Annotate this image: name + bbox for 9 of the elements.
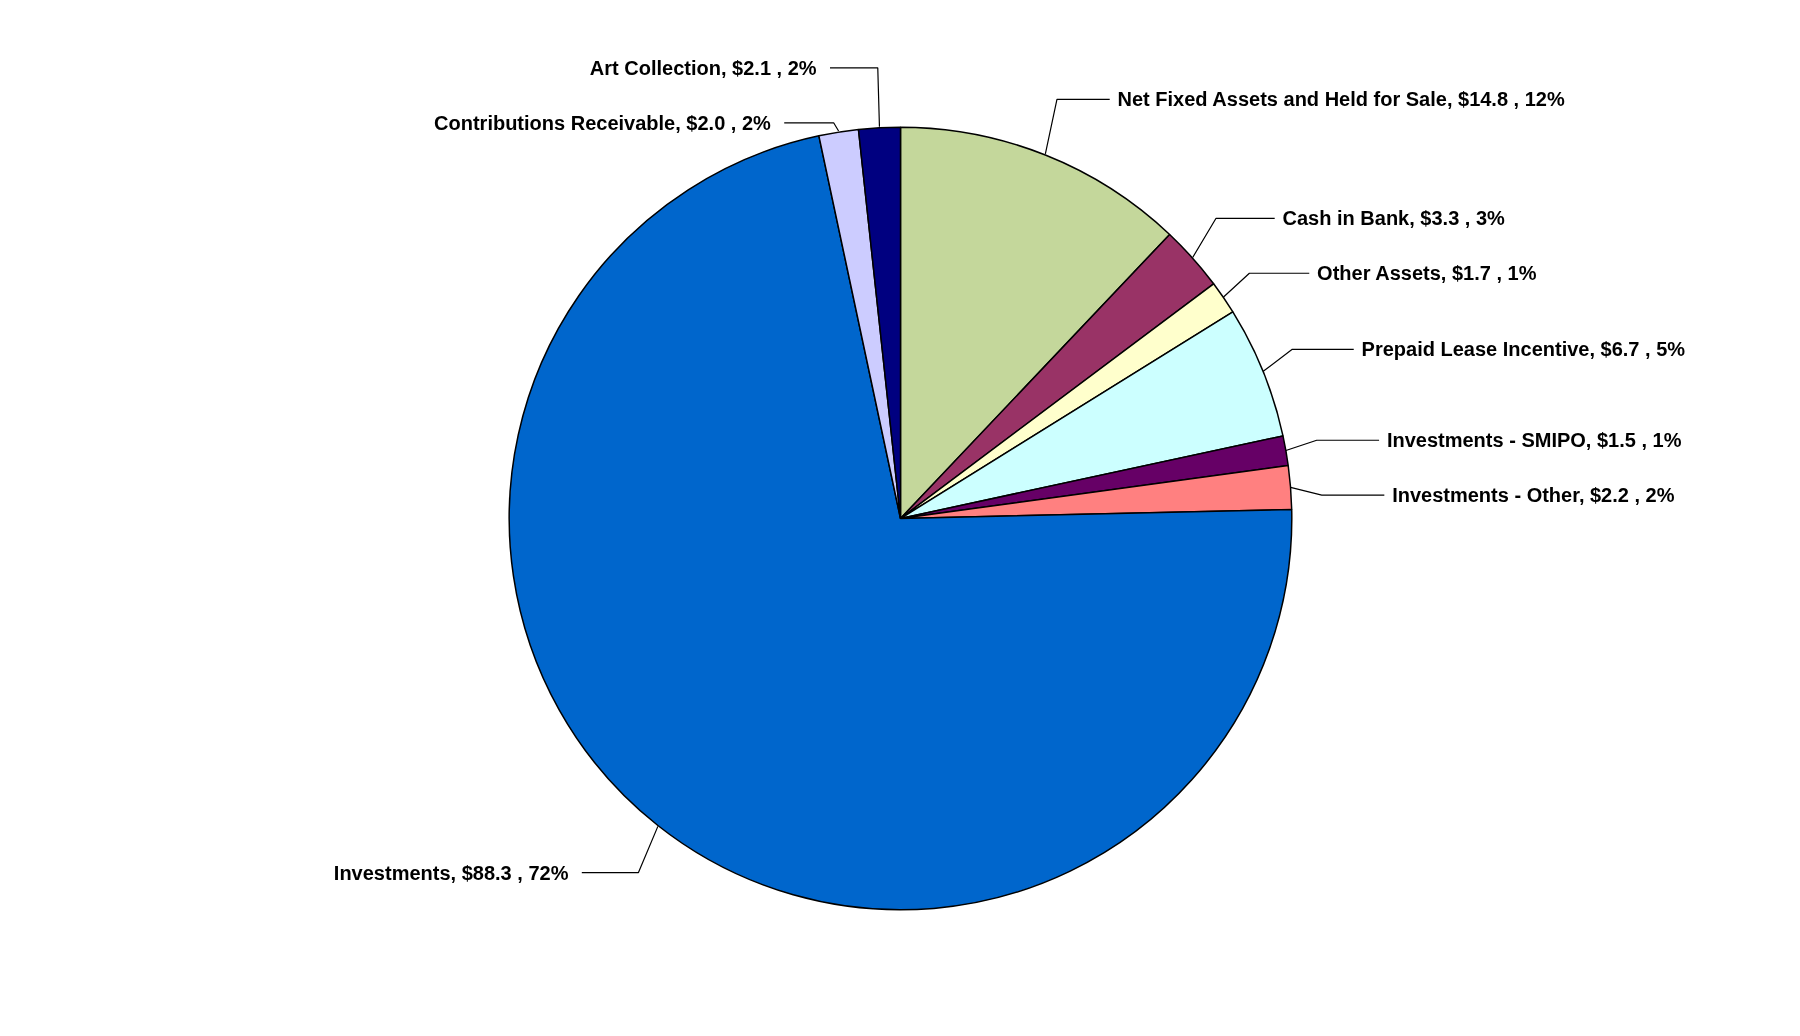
slice-label: Investments, $88.3 , 72%	[333, 861, 569, 884]
slice-label: Art Collection, $2.1 , 2%	[589, 56, 817, 79]
slice-label: Prepaid Lease Incentive, $6.7 , 5%	[1361, 338, 1686, 361]
slice-label: Investments - SMIPO, $1.5 , 1%	[1386, 429, 1682, 452]
slice-label: Net Fixed Assets and Held for Sale, $14.8 , 12%	[1117, 88, 1565, 111]
slice-label: Contributions Receivable, $2.0 , 2%	[434, 111, 772, 134]
slice-label: Cash in Bank, $3.3 , 3%	[1282, 207, 1506, 230]
slice-label: Other Assets, $1.7 , 1%	[1317, 262, 1537, 285]
slice-label: Investments - Other, $2.2 , 2%	[1392, 484, 1675, 507]
